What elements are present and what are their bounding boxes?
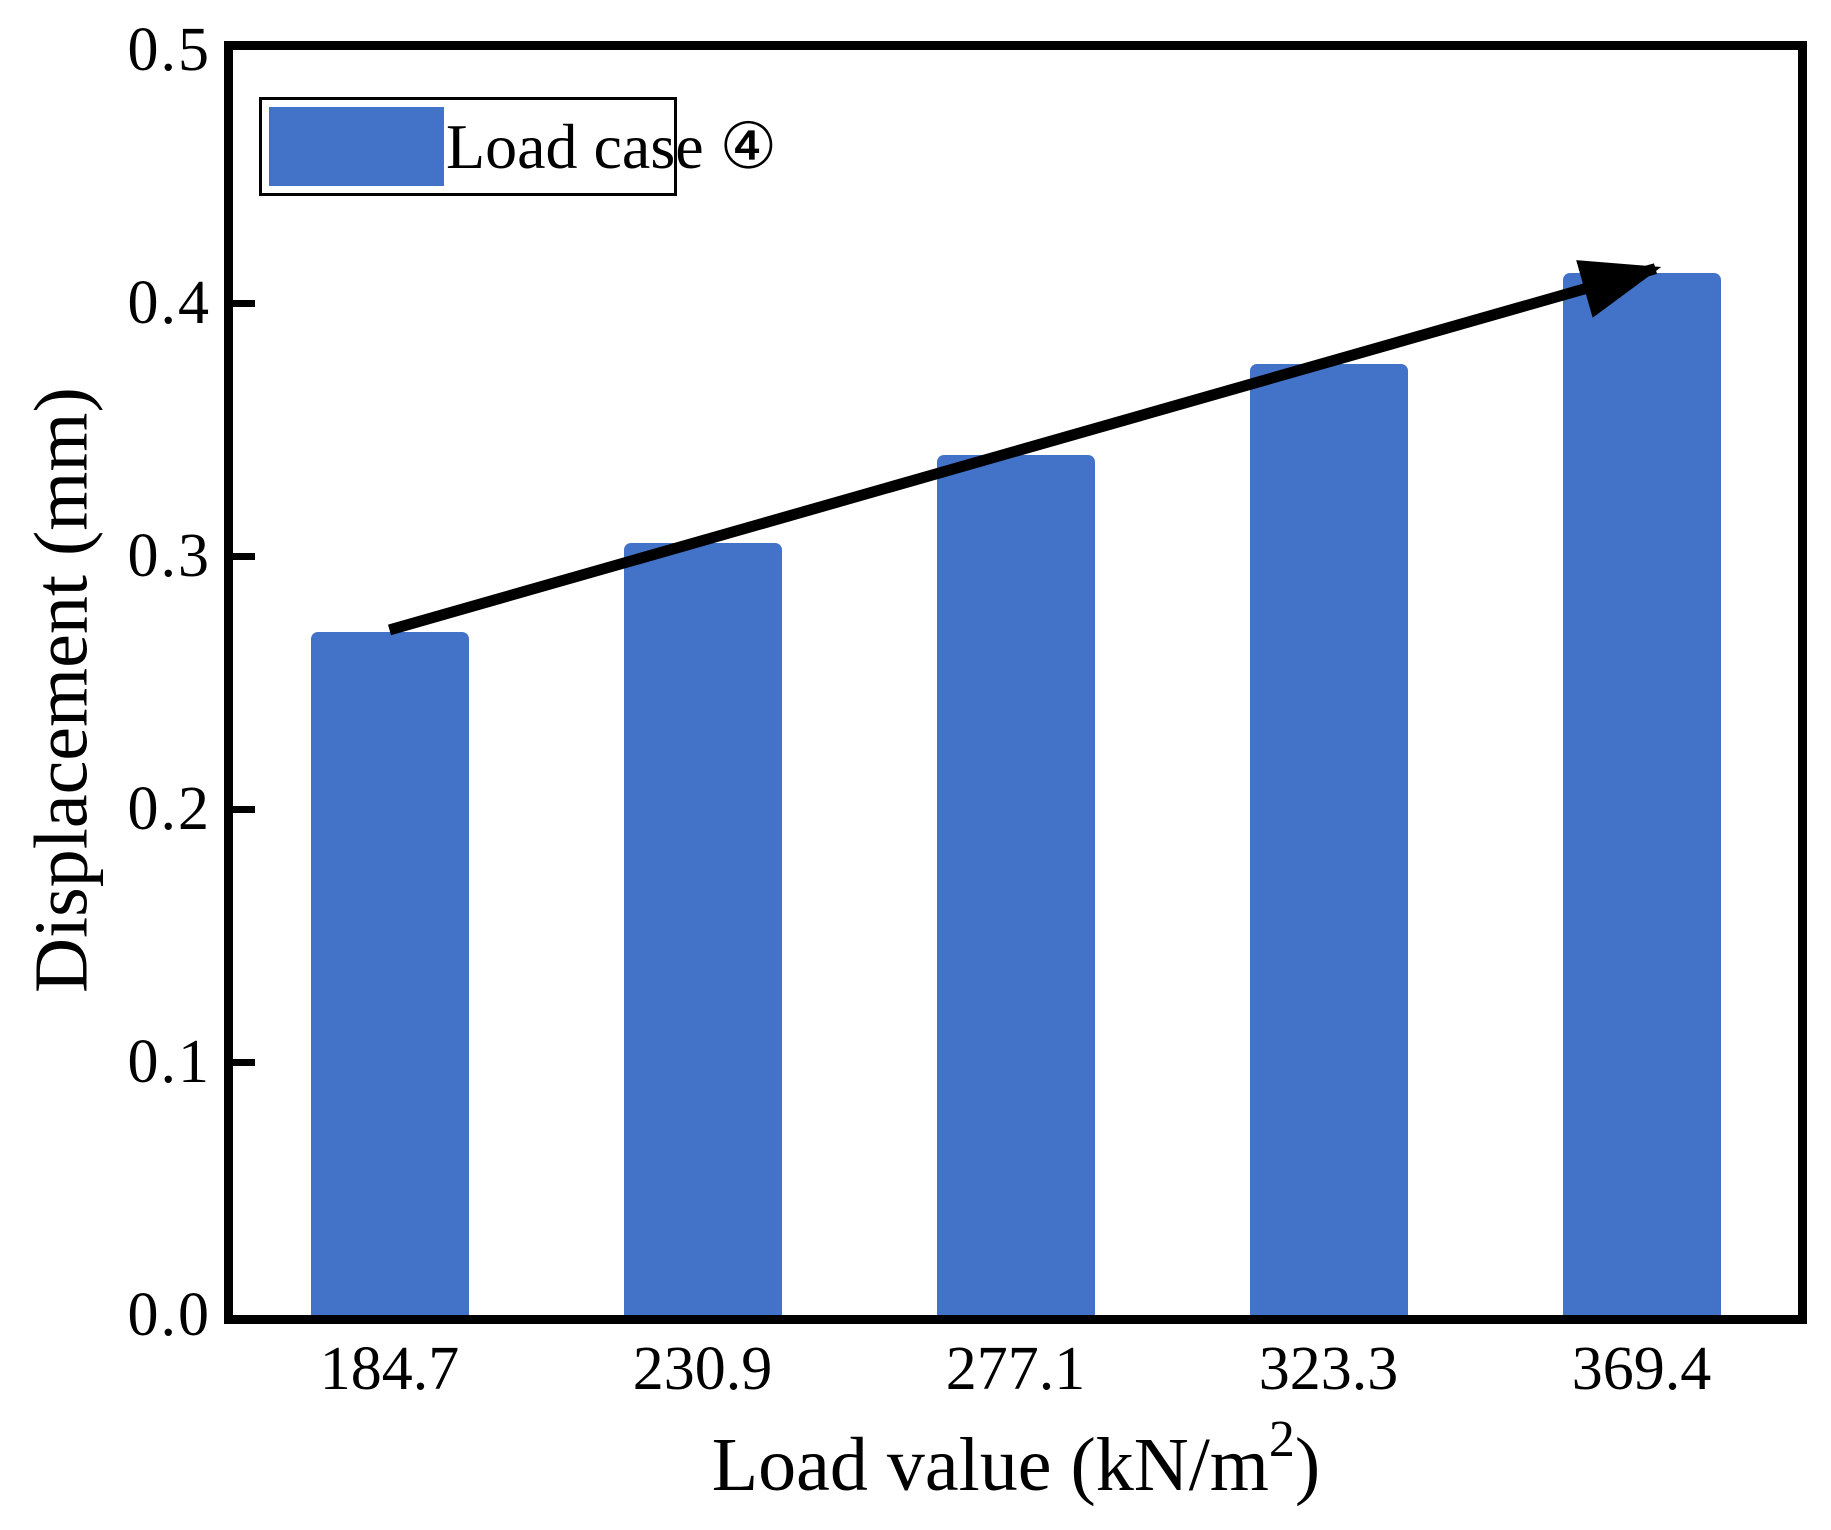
legend: Load case ④: [259, 97, 777, 196]
bar-369.4: [1562, 272, 1721, 1315]
legend-swatch: [269, 107, 444, 186]
x-category-label-277.1: 277.1: [945, 1335, 1086, 1403]
trend-arrow: [387, 260, 1662, 636]
y-tick-label-0.5: 0.5: [127, 16, 211, 84]
x-category-label-323.3: 323.3: [1258, 1335, 1399, 1403]
x-category-label-369.4: 369.4: [1571, 1335, 1712, 1403]
bar-323.3: [1249, 363, 1408, 1315]
y-tick-0.2: [233, 805, 255, 813]
y-tick-label-0.3: 0.3: [127, 522, 211, 590]
y-tick-label-0.0: 0.0: [127, 1281, 211, 1349]
legend-label: Load case ④: [446, 110, 777, 182]
y-tick-label-0.2: 0.2: [127, 775, 211, 843]
x-axis-title: Load value (kN/m2): [711, 1414, 1321, 1508]
x-axis-title-text: Load value (kN/m: [711, 1423, 1269, 1507]
plot-area: [233, 50, 1798, 1315]
bar-230.9: [623, 543, 782, 1315]
y-tick-0.1: [233, 1058, 255, 1066]
y-axis-title: Displacement (mm): [19, 387, 104, 993]
x-category-label-230.9: 230.9: [632, 1335, 773, 1403]
bar-277.1: [936, 454, 1095, 1315]
y-tick-0.3: [233, 552, 255, 560]
bar-184.7: [310, 631, 469, 1315]
x-axis-title-close: ): [1294, 1423, 1321, 1507]
x-category-label-184.7: 184.7: [319, 1335, 460, 1403]
y-tick-label-0.4: 0.4: [127, 269, 211, 337]
x-axis-title-superscript: 2: [1268, 1411, 1295, 1468]
y-tick-label-0.1: 0.1: [127, 1028, 211, 1096]
y-tick-0.4: [233, 299, 255, 307]
